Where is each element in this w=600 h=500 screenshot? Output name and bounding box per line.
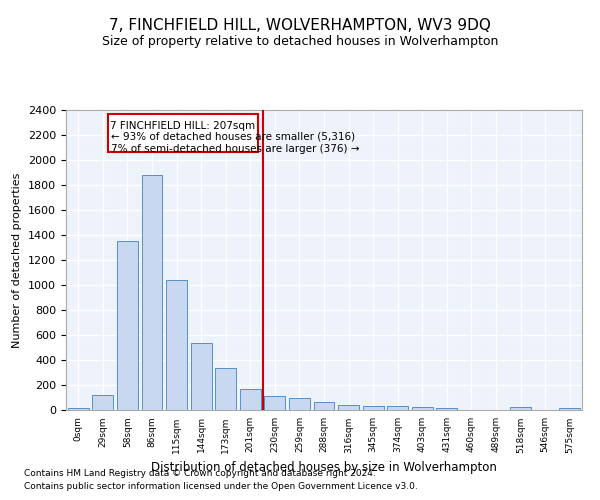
Bar xyxy=(117,242,138,410)
Bar xyxy=(362,406,383,410)
Text: ← 93% of detached houses are smaller (5,316): ← 93% of detached houses are smaller (5,… xyxy=(112,132,356,142)
Bar xyxy=(68,408,89,410)
Bar xyxy=(338,405,359,410)
Text: Size of property relative to detached houses in Wolverhampton: Size of property relative to detached ho… xyxy=(102,35,498,48)
Bar xyxy=(166,280,187,410)
Bar xyxy=(387,406,408,410)
Bar xyxy=(240,390,261,410)
Y-axis label: Number of detached properties: Number of detached properties xyxy=(13,172,22,348)
FancyBboxPatch shape xyxy=(108,114,257,152)
Bar xyxy=(92,395,113,410)
Bar xyxy=(510,407,531,410)
Bar xyxy=(289,398,310,410)
Bar xyxy=(314,402,334,410)
Bar xyxy=(265,396,286,410)
Text: 7, FINCHFIELD HILL, WOLVERHAMPTON, WV3 9DQ: 7, FINCHFIELD HILL, WOLVERHAMPTON, WV3 9… xyxy=(109,18,491,32)
Bar xyxy=(436,408,457,410)
Text: 7 FINCHFIELD HILL: 207sqm: 7 FINCHFIELD HILL: 207sqm xyxy=(110,120,255,130)
Bar xyxy=(559,408,580,410)
Bar xyxy=(215,368,236,410)
Bar xyxy=(142,175,163,410)
Text: Contains HM Land Registry data © Crown copyright and database right 2024.: Contains HM Land Registry data © Crown c… xyxy=(24,469,376,478)
Bar xyxy=(191,342,212,410)
Text: 7% of semi-detached houses are larger (376) →: 7% of semi-detached houses are larger (3… xyxy=(112,144,360,154)
Text: Contains public sector information licensed under the Open Government Licence v3: Contains public sector information licen… xyxy=(24,482,418,491)
Bar xyxy=(412,407,433,410)
X-axis label: Distribution of detached houses by size in Wolverhampton: Distribution of detached houses by size … xyxy=(151,461,497,474)
